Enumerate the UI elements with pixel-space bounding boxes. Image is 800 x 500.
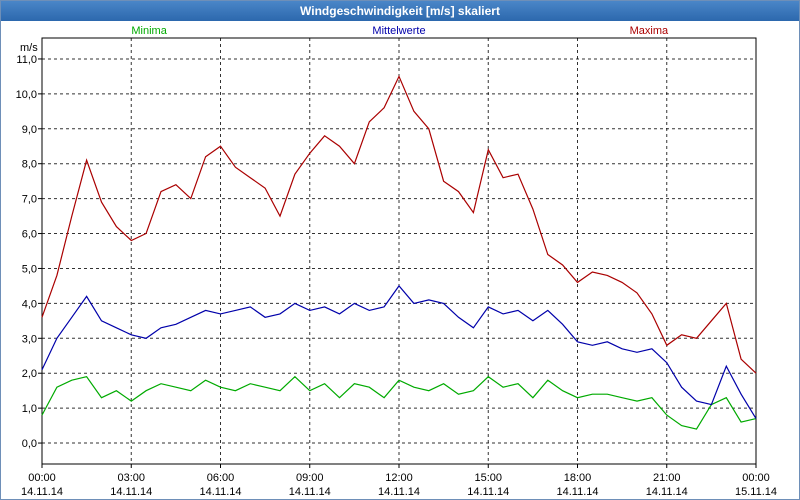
window-title: Windgeschwindigkeit [m/s] skaliert	[1, 1, 799, 21]
y-tick-label: 0,0	[22, 438, 37, 450]
x-tick-time-label: 21:00	[653, 472, 681, 484]
x-tick-time-label: 09:00	[296, 472, 324, 484]
x-tick-date-label: 15.11.14	[735, 486, 777, 498]
x-tick-date-label: 14.11.14	[289, 486, 331, 498]
x-tick-date-label: 14.11.14	[110, 486, 152, 498]
series-line-mittelwerte	[41, 284, 757, 419]
y-tick-label: 10,0	[16, 89, 37, 101]
y-tick-label: 7,0	[22, 194, 37, 206]
legend-item-minima: Minima	[131, 25, 167, 37]
x-tick-time-label: 00:00	[742, 472, 770, 484]
legend-item-mittelwerte: Mittelwerte	[372, 25, 425, 37]
x-tick-date-label: 14.11.14	[378, 486, 420, 498]
x-tick-time-label: 03:00	[117, 472, 145, 484]
y-tick-label: 9,0	[22, 124, 37, 136]
x-tick-time-label: 15:00	[474, 472, 502, 484]
x-axis: 00:00 14.11.14 03:00 14.11.14 06:00 14.11.14 0…	[21, 464, 777, 498]
x-tick-date-label: 14.11.14	[556, 486, 598, 498]
y-tick-label: 2,0	[22, 368, 37, 380]
grid	[42, 38, 756, 464]
y-tick-label: 3,0	[22, 333, 37, 345]
x-tick-time-label: 06:00	[207, 472, 235, 484]
y-tick-label: 4,0	[22, 298, 37, 310]
series-lines	[41, 74, 757, 430]
y-tick-label: 8,0	[22, 159, 37, 171]
y-axis-label: m/s	[20, 42, 38, 54]
y-tick-label: 1,0	[22, 403, 37, 415]
series-line-maxima	[41, 74, 757, 374]
x-tick-time-label: 00:00	[28, 472, 56, 484]
y-axis: 0,0 1,0 2,0 3,0 4,0 5,0 6,0 7,0 8,0 9,0 10,0 11,0	[16, 54, 42, 450]
x-tick-time-label: 18:00	[564, 472, 592, 484]
y-tick-label: 11,0	[16, 54, 37, 66]
x-tick-time-label: 12:00	[385, 472, 413, 484]
x-tick-date-label: 14.11.14	[467, 486, 509, 498]
x-tick-date-label: 14.11.14	[21, 486, 63, 498]
legend: Minima Mittelwerte Maxima	[131, 25, 669, 37]
legend-item-maxima: Maxima	[630, 25, 669, 37]
series-line-minima	[41, 375, 757, 430]
y-tick-label: 5,0	[22, 263, 37, 275]
x-tick-date-label: 14.11.14	[646, 486, 688, 498]
x-tick-date-label: 14.11.14	[199, 486, 241, 498]
y-tick-label: 6,0	[22, 229, 37, 241]
